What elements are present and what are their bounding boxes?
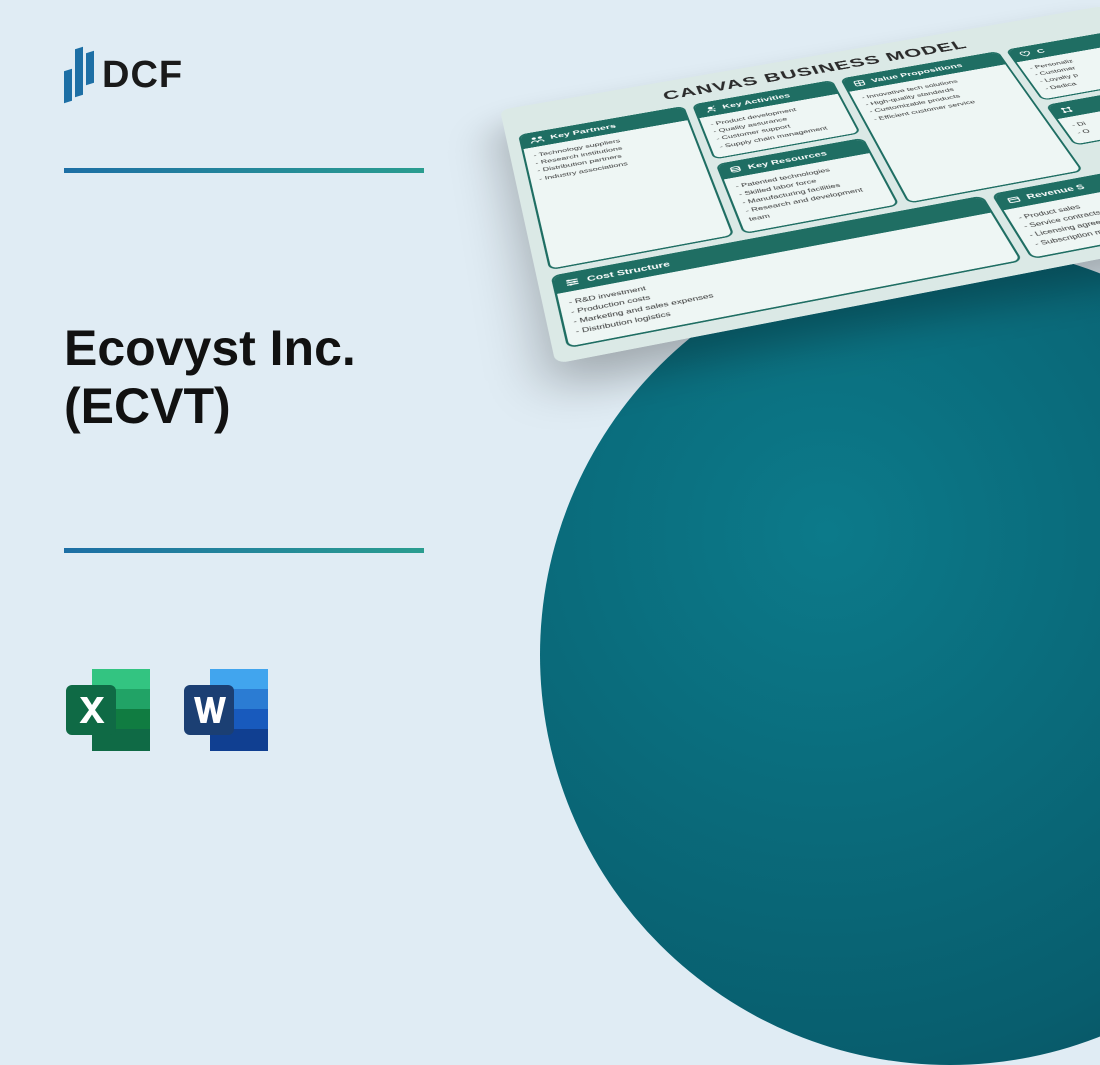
excel-icon [58, 663, 158, 757]
logo-bars-icon [64, 48, 94, 102]
card-label: C [1035, 48, 1047, 55]
page-title: Ecovyst Inc. (ECVT) [64, 320, 356, 435]
divider-bottom [64, 548, 424, 553]
partners-icon [529, 135, 545, 144]
resources-icon [728, 165, 743, 174]
value-icon [852, 79, 867, 87]
canvas-board-wrap: CANVAS BUSINESS MODEL Key Partners Techn… [500, 110, 1100, 501]
relationships-icon [1018, 50, 1034, 58]
logo-text: DCF [102, 54, 183, 97]
word-icon [176, 663, 276, 757]
channels-icon [1059, 105, 1076, 114]
title-line1: Ecovyst Inc. [64, 320, 356, 378]
canvas-board: CANVAS BUSINESS MODEL Key Partners Techn… [500, 6, 1100, 364]
dcf-logo: DCF [64, 48, 183, 102]
cost-icon [563, 276, 581, 287]
divider-top [64, 168, 424, 173]
title-line2: (ECVT) [64, 378, 356, 436]
activities-icon [704, 105, 719, 113]
revenue-icon [1005, 194, 1023, 204]
